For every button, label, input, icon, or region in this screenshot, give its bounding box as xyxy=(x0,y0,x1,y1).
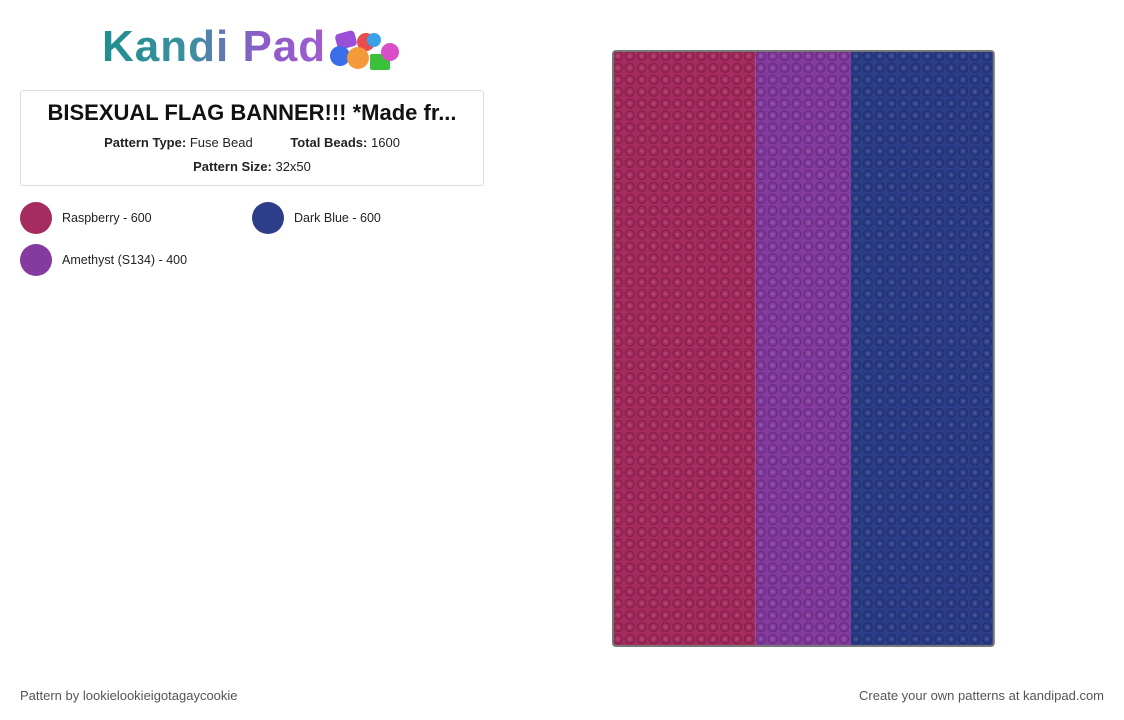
color-swatch xyxy=(20,202,52,234)
logo[interactable]: Kandi Pad xyxy=(102,22,327,71)
bead-grid xyxy=(612,50,995,647)
legend-label: Amethyst (S134) - 400 xyxy=(62,253,188,267)
field-value: 32x50 xyxy=(275,159,311,174)
color-swatch xyxy=(20,244,52,276)
color-swatch xyxy=(252,202,284,234)
field-value: Fuse Bead xyxy=(189,135,253,150)
field-label: Pattern Size: xyxy=(193,159,272,174)
field-label: Total Beads: xyxy=(290,135,368,150)
pattern-title: BISEXUAL FLAG BANNER!!! *Made fr... xyxy=(47,100,457,125)
author-credit: Pattern by lookielookieigotagaycookie xyxy=(20,688,238,703)
legend-label: Raspberry - 600 xyxy=(62,211,152,225)
field-value: 1600 xyxy=(371,135,400,150)
grid-border xyxy=(612,50,995,647)
legend-label: Dark Blue - 600 xyxy=(294,211,381,225)
field-label: Pattern Type: xyxy=(104,135,187,150)
promo-link[interactable]: Create your own patterns at kandipad.com xyxy=(859,688,1104,703)
bead-overlay xyxy=(613,51,994,646)
pattern-info: BISEXUAL FLAG BANNER!!! *Made fr... Patt… xyxy=(20,90,484,186)
logo-beads xyxy=(330,30,399,70)
